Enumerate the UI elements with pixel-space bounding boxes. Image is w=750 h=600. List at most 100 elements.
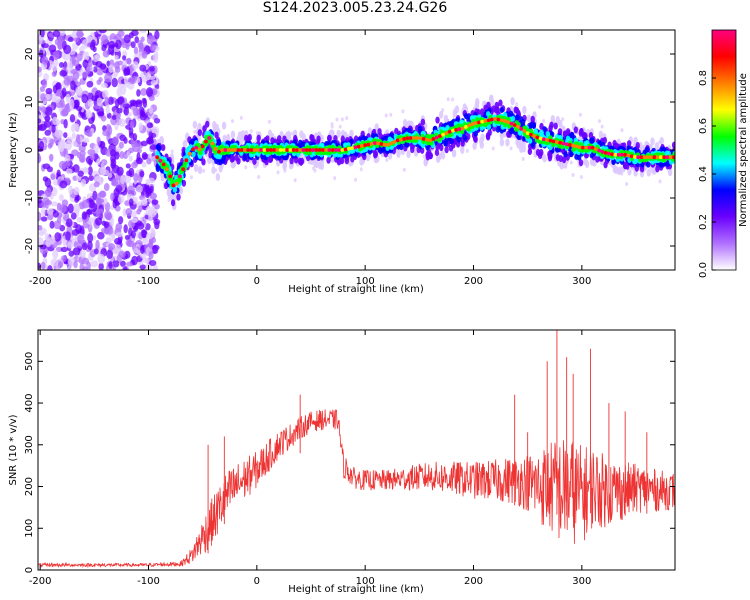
ridge-core-point (587, 145, 592, 150)
noise-speck (102, 129, 110, 137)
ridge-core-point (236, 148, 241, 152)
noise-speck (93, 248, 99, 255)
noise-speck (87, 232, 94, 243)
ridge-core-point (223, 148, 228, 152)
noise-speck (76, 216, 83, 223)
ridge-speck (236, 157, 241, 165)
ridge-core-point (324, 148, 329, 152)
noise-speck (40, 261, 46, 270)
noise-speck (117, 96, 125, 104)
ridge-core-point (613, 152, 618, 157)
ridge-speck (182, 139, 188, 148)
noise-speck (96, 136, 101, 146)
ridge-speck (483, 121, 488, 128)
ridge-speck (595, 155, 600, 163)
noise-speck (561, 117, 565, 122)
noise-speck (45, 93, 51, 101)
snr-xtick-label: -100 (137, 576, 160, 587)
ridge-speck (282, 160, 288, 169)
colorbar-tick-label: 0.6 (698, 118, 709, 134)
noise-speck (110, 192, 115, 202)
ridge-core-point (639, 155, 644, 160)
noise-speck (89, 41, 96, 51)
ridge-speck (498, 99, 503, 107)
ridge-core-point (402, 137, 407, 141)
noise-speck (118, 250, 126, 258)
ridge-speck (517, 130, 523, 136)
ridge-core-point (535, 135, 540, 140)
noise-speck (46, 208, 54, 215)
noise-speck (521, 156, 525, 161)
ridge-speck (474, 101, 480, 110)
noise-speck (625, 182, 629, 187)
snr-panel: -200 -100 0 100 200 300 0 100 200 300 400 500 Heigh… (8, 329, 676, 595)
colorbar-tick-label: 0.0 (698, 262, 709, 278)
ridge-speck (527, 148, 533, 156)
noise-speck (86, 80, 94, 88)
snr-ytick-label: 100 (24, 519, 35, 538)
noise-speck (142, 237, 149, 245)
noise-speck (108, 243, 116, 251)
noise-speck (128, 167, 135, 178)
ridge-speck (508, 128, 514, 135)
noise-speck (129, 99, 137, 106)
spectrogram-xtick-label: -100 (137, 276, 160, 287)
ridge-speck (215, 172, 221, 181)
noise-speck (108, 44, 115, 55)
ridge-core-point (389, 141, 394, 146)
snr-axes: -200 -100 0 100 200 300 0 100 200 300 400 500 (24, 330, 675, 587)
noise-speck (82, 51, 88, 60)
noise-speck (148, 131, 154, 140)
noise-speck (52, 249, 59, 260)
noise-speck (40, 216, 48, 222)
ridge-speck (505, 138, 510, 147)
noise-speck (97, 231, 105, 240)
noise-speck (87, 99, 93, 108)
noise-speck (148, 239, 154, 249)
noise-speck (136, 89, 141, 97)
noise-speck (146, 232, 154, 240)
ridge-core-point (509, 121, 514, 126)
noise-speck (359, 167, 363, 172)
ridge-core-point (256, 148, 260, 152)
noise-speck (116, 87, 122, 97)
ridge-speck (486, 124, 492, 130)
noise-speck (509, 146, 513, 151)
ridge-core-point (369, 141, 374, 146)
noise-speck (101, 34, 109, 45)
noise-speck (48, 44, 57, 53)
ridge-core-point (616, 152, 621, 157)
noise-speck (95, 239, 100, 250)
noise-speck (52, 84, 58, 94)
noise-speck (71, 132, 76, 140)
noise-speck (118, 141, 124, 149)
ridge-core-point (415, 136, 420, 140)
ridge-core-point (584, 145, 589, 150)
noise-speck (125, 42, 130, 50)
noise-speck (133, 46, 139, 55)
ridge-core-point (405, 136, 410, 141)
noise-speck (66, 218, 73, 228)
noise-speck (93, 181, 100, 188)
ridge-core-point (321, 148, 325, 152)
noise-speck (105, 105, 110, 115)
ridge-core-point (178, 174, 182, 179)
noise-speck (105, 148, 112, 157)
noise-speck (44, 129, 52, 136)
noise-speck (79, 150, 86, 157)
noise-speck (126, 66, 131, 76)
ridge-core-point (626, 153, 631, 158)
noise-speck (128, 198, 134, 206)
noise-speck (189, 175, 193, 180)
noise-speck (100, 161, 105, 169)
noise-speck (141, 229, 147, 239)
noise-speck (145, 258, 150, 264)
noise-speck (91, 95, 97, 102)
ridge-core-point (418, 136, 423, 141)
ridge-speck (558, 119, 563, 128)
noise-speck (123, 137, 128, 144)
noise-speck (135, 157, 143, 165)
noise-speck (125, 239, 133, 247)
ridge-speck (627, 167, 632, 176)
ridge-core-point (444, 131, 449, 136)
